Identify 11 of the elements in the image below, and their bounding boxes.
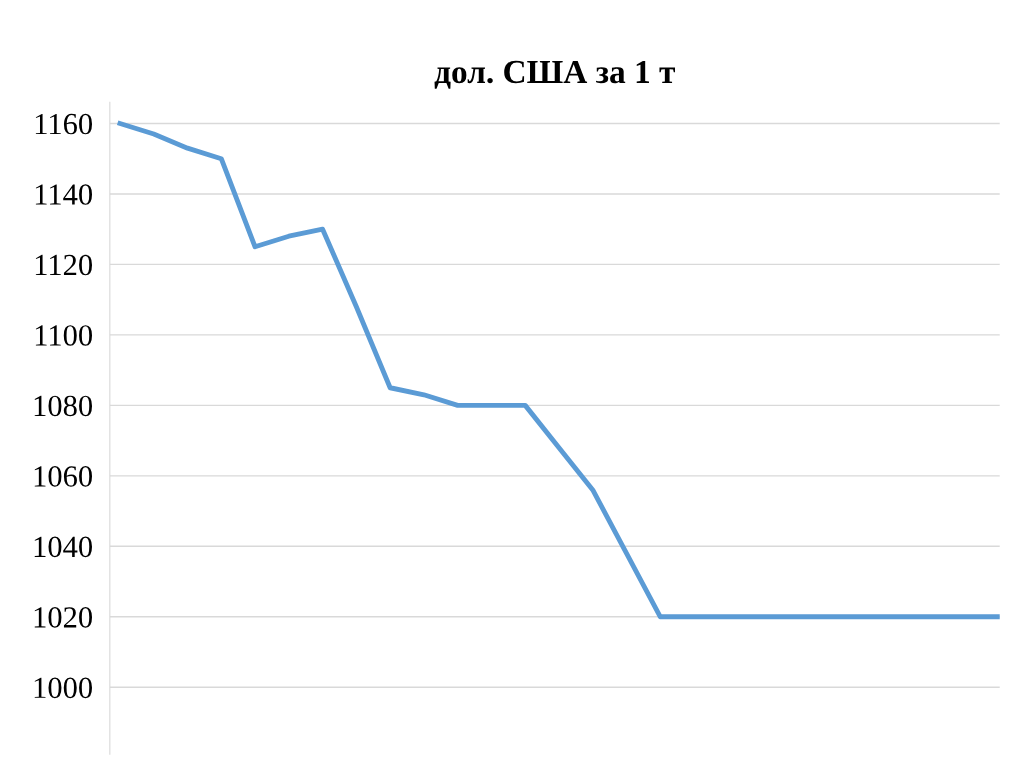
y-tick-label: 1060: [34, 466, 92, 487]
line-series: [117, 121, 1000, 620]
y-tick-label: 1000: [34, 677, 92, 699]
y-tick-label: 1040: [34, 536, 92, 558]
y-tick-label: 1140: [35, 184, 92, 205]
y-tick-label: 1020: [34, 607, 92, 628]
chart-title: дол. США за 1 т: [434, 60, 676, 89]
y-tick-label: 1120: [35, 254, 92, 276]
y-tick-label: 1100: [35, 325, 92, 346]
y-tick-label: 1160: [35, 113, 92, 135]
y-tick-label: 1080: [34, 395, 92, 417]
